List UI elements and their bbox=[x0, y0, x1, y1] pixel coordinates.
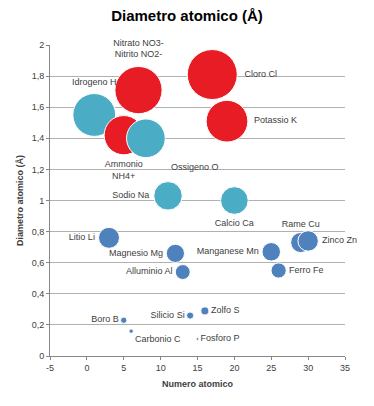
svg-text:0,4: 0,4 bbox=[32, 289, 45, 299]
svg-text:1: 1 bbox=[39, 196, 44, 206]
svg-text:0: 0 bbox=[84, 363, 89, 373]
svg-text:30: 30 bbox=[303, 363, 313, 373]
svg-text:Zinco Zn: Zinco Zn bbox=[322, 235, 357, 245]
svg-text:1,8: 1,8 bbox=[32, 71, 45, 81]
svg-text:0: 0 bbox=[39, 351, 44, 361]
svg-text:0,2: 0,2 bbox=[32, 320, 45, 330]
svg-text:Litio Li: Litio Li bbox=[69, 232, 95, 242]
svg-text:Numero atomico: Numero atomico bbox=[162, 379, 234, 389]
svg-text:Sodio Na: Sodio Na bbox=[112, 190, 149, 200]
svg-text:Silicio Si: Silicio Si bbox=[151, 310, 185, 320]
svg-text:0,6: 0,6 bbox=[32, 258, 45, 268]
svg-text:Potassio K: Potassio K bbox=[254, 115, 297, 125]
svg-text:1,6: 1,6 bbox=[32, 102, 45, 112]
svg-text:15: 15 bbox=[192, 363, 202, 373]
svg-text:2: 2 bbox=[39, 40, 44, 50]
svg-text:Diametro atomico (Å): Diametro atomico (Å) bbox=[111, 7, 263, 24]
svg-text:Idrogeno H: Idrogeno H bbox=[72, 77, 117, 87]
svg-text:10: 10 bbox=[156, 363, 166, 373]
svg-text:Nitrato NO3-Nitrito NO2-: Nitrato NO3-Nitrito NO2- bbox=[113, 38, 164, 60]
svg-text:0,8: 0,8 bbox=[32, 227, 45, 237]
svg-text:Ferro Fe: Ferro Fe bbox=[289, 265, 324, 275]
svg-text:AmmonioNH4+: AmmonioNH4+ bbox=[105, 159, 143, 181]
svg-text:25: 25 bbox=[266, 363, 276, 373]
svg-text:Boro B: Boro B bbox=[91, 314, 119, 324]
svg-text:35: 35 bbox=[340, 363, 350, 373]
svg-text:Rame Cu: Rame Cu bbox=[282, 219, 320, 229]
svg-text:Ossigeno O: Ossigeno O bbox=[171, 162, 219, 172]
svg-text:Carbonio C: Carbonio C bbox=[135, 334, 181, 344]
svg-text:Magnesio Mg: Magnesio Mg bbox=[109, 248, 163, 258]
svg-text:Diametro atomico (Å): Diametro atomico (Å) bbox=[15, 155, 25, 246]
svg-text:1,4: 1,4 bbox=[32, 133, 45, 143]
svg-text:Fosforo P: Fosforo P bbox=[200, 333, 239, 343]
svg-text:Manganese Mn: Manganese Mn bbox=[197, 246, 259, 256]
svg-text:1,2: 1,2 bbox=[32, 165, 45, 175]
svg-text:Calcio Ca: Calcio Ca bbox=[215, 218, 254, 228]
svg-text:Alluminio Al: Alluminio Al bbox=[126, 266, 173, 276]
svg-text:Cloro Cl: Cloro Cl bbox=[245, 69, 278, 79]
svg-text:-5: -5 bbox=[46, 363, 54, 373]
svg-text:20: 20 bbox=[229, 363, 239, 373]
svg-text:Zolfo S: Zolfo S bbox=[211, 305, 240, 315]
svg-text:5: 5 bbox=[121, 363, 126, 373]
